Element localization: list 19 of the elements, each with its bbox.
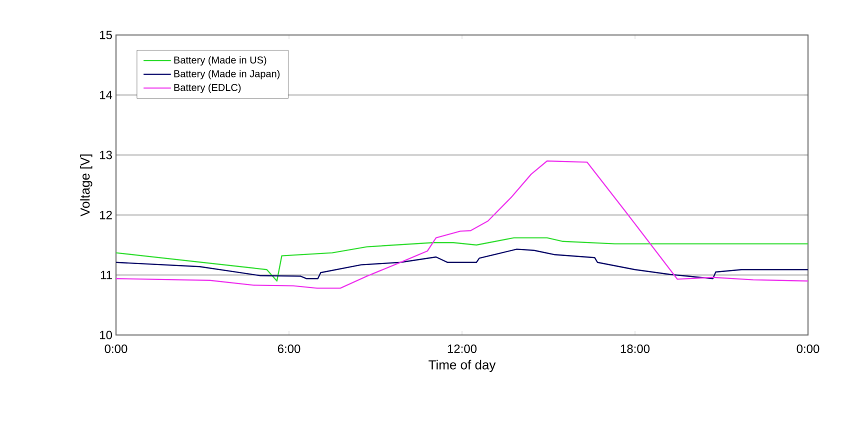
y-tick-label: 14 — [100, 90, 112, 100]
x-axis-title: Time of day — [428, 360, 496, 372]
x-tick-label: 0:00 — [104, 344, 128, 354]
x-tick-label: 0:00 — [796, 344, 820, 354]
y-tick-label: 12 — [100, 210, 112, 220]
line-series — [116, 248, 808, 280]
y-tick-label: 10 — [100, 330, 112, 340]
legend-label: Battery (EDLC) — [174, 84, 241, 94]
y-tick-label: 11 — [100, 270, 112, 280]
legend-label: Battery (Made in Japan) — [174, 70, 280, 80]
y-tick-label: 15 — [100, 30, 112, 40]
x-tick-label: 6:00 — [278, 344, 300, 354]
x-tick-label: 12:00 — [448, 344, 477, 354]
y-axis-title: Voltage [V] — [80, 154, 92, 216]
x-tick-label: 18:00 — [620, 344, 650, 354]
line-series — [116, 237, 808, 282]
line-series — [116, 160, 808, 289]
y-tick-label: 13 — [100, 150, 112, 160]
legend-label: Battery (Made in US) — [174, 56, 266, 66]
